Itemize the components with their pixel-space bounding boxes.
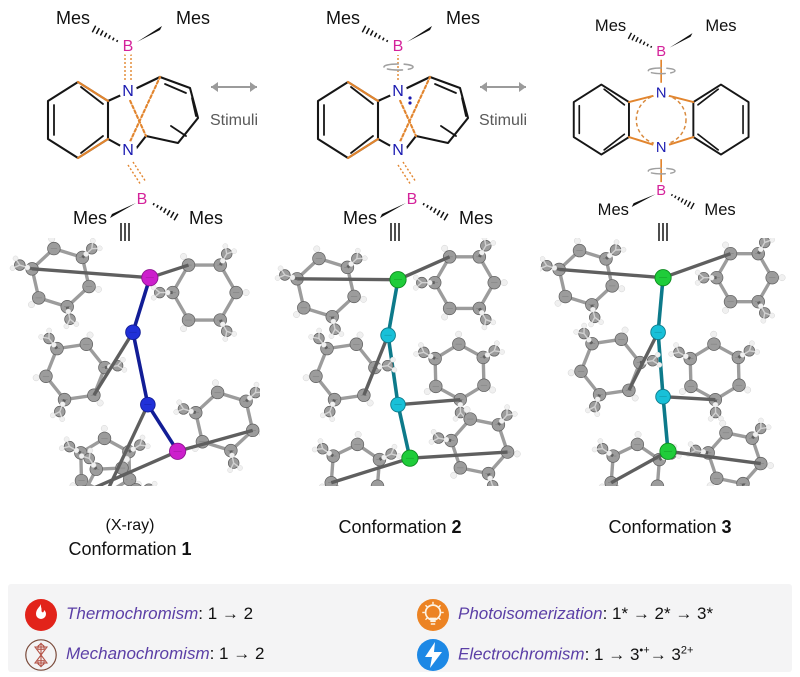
svg-text:N: N bbox=[122, 142, 134, 159]
svg-text:B: B bbox=[656, 44, 666, 60]
svg-text:B: B bbox=[137, 191, 148, 208]
svg-text:N: N bbox=[122, 83, 134, 100]
svg-text:Mes: Mes bbox=[56, 8, 90, 28]
svg-text:B: B bbox=[656, 183, 666, 199]
svg-text:B: B bbox=[123, 38, 134, 55]
svg-text:N: N bbox=[392, 83, 404, 100]
svg-text:Mes: Mes bbox=[176, 8, 210, 28]
svg-text:Mes: Mes bbox=[595, 16, 626, 35]
svg-text:B: B bbox=[393, 38, 404, 55]
svg-text:Mes: Mes bbox=[704, 200, 735, 219]
svg-text:N: N bbox=[392, 142, 404, 159]
svg-text:B: B bbox=[407, 191, 418, 208]
svg-text:N: N bbox=[656, 85, 667, 101]
svg-text:Mes: Mes bbox=[598, 200, 629, 219]
svg-text:Mes: Mes bbox=[705, 16, 736, 35]
svg-text:N: N bbox=[656, 140, 667, 156]
svg-text:Mes: Mes bbox=[326, 8, 360, 28]
svg-text:Mes: Mes bbox=[446, 8, 480, 28]
